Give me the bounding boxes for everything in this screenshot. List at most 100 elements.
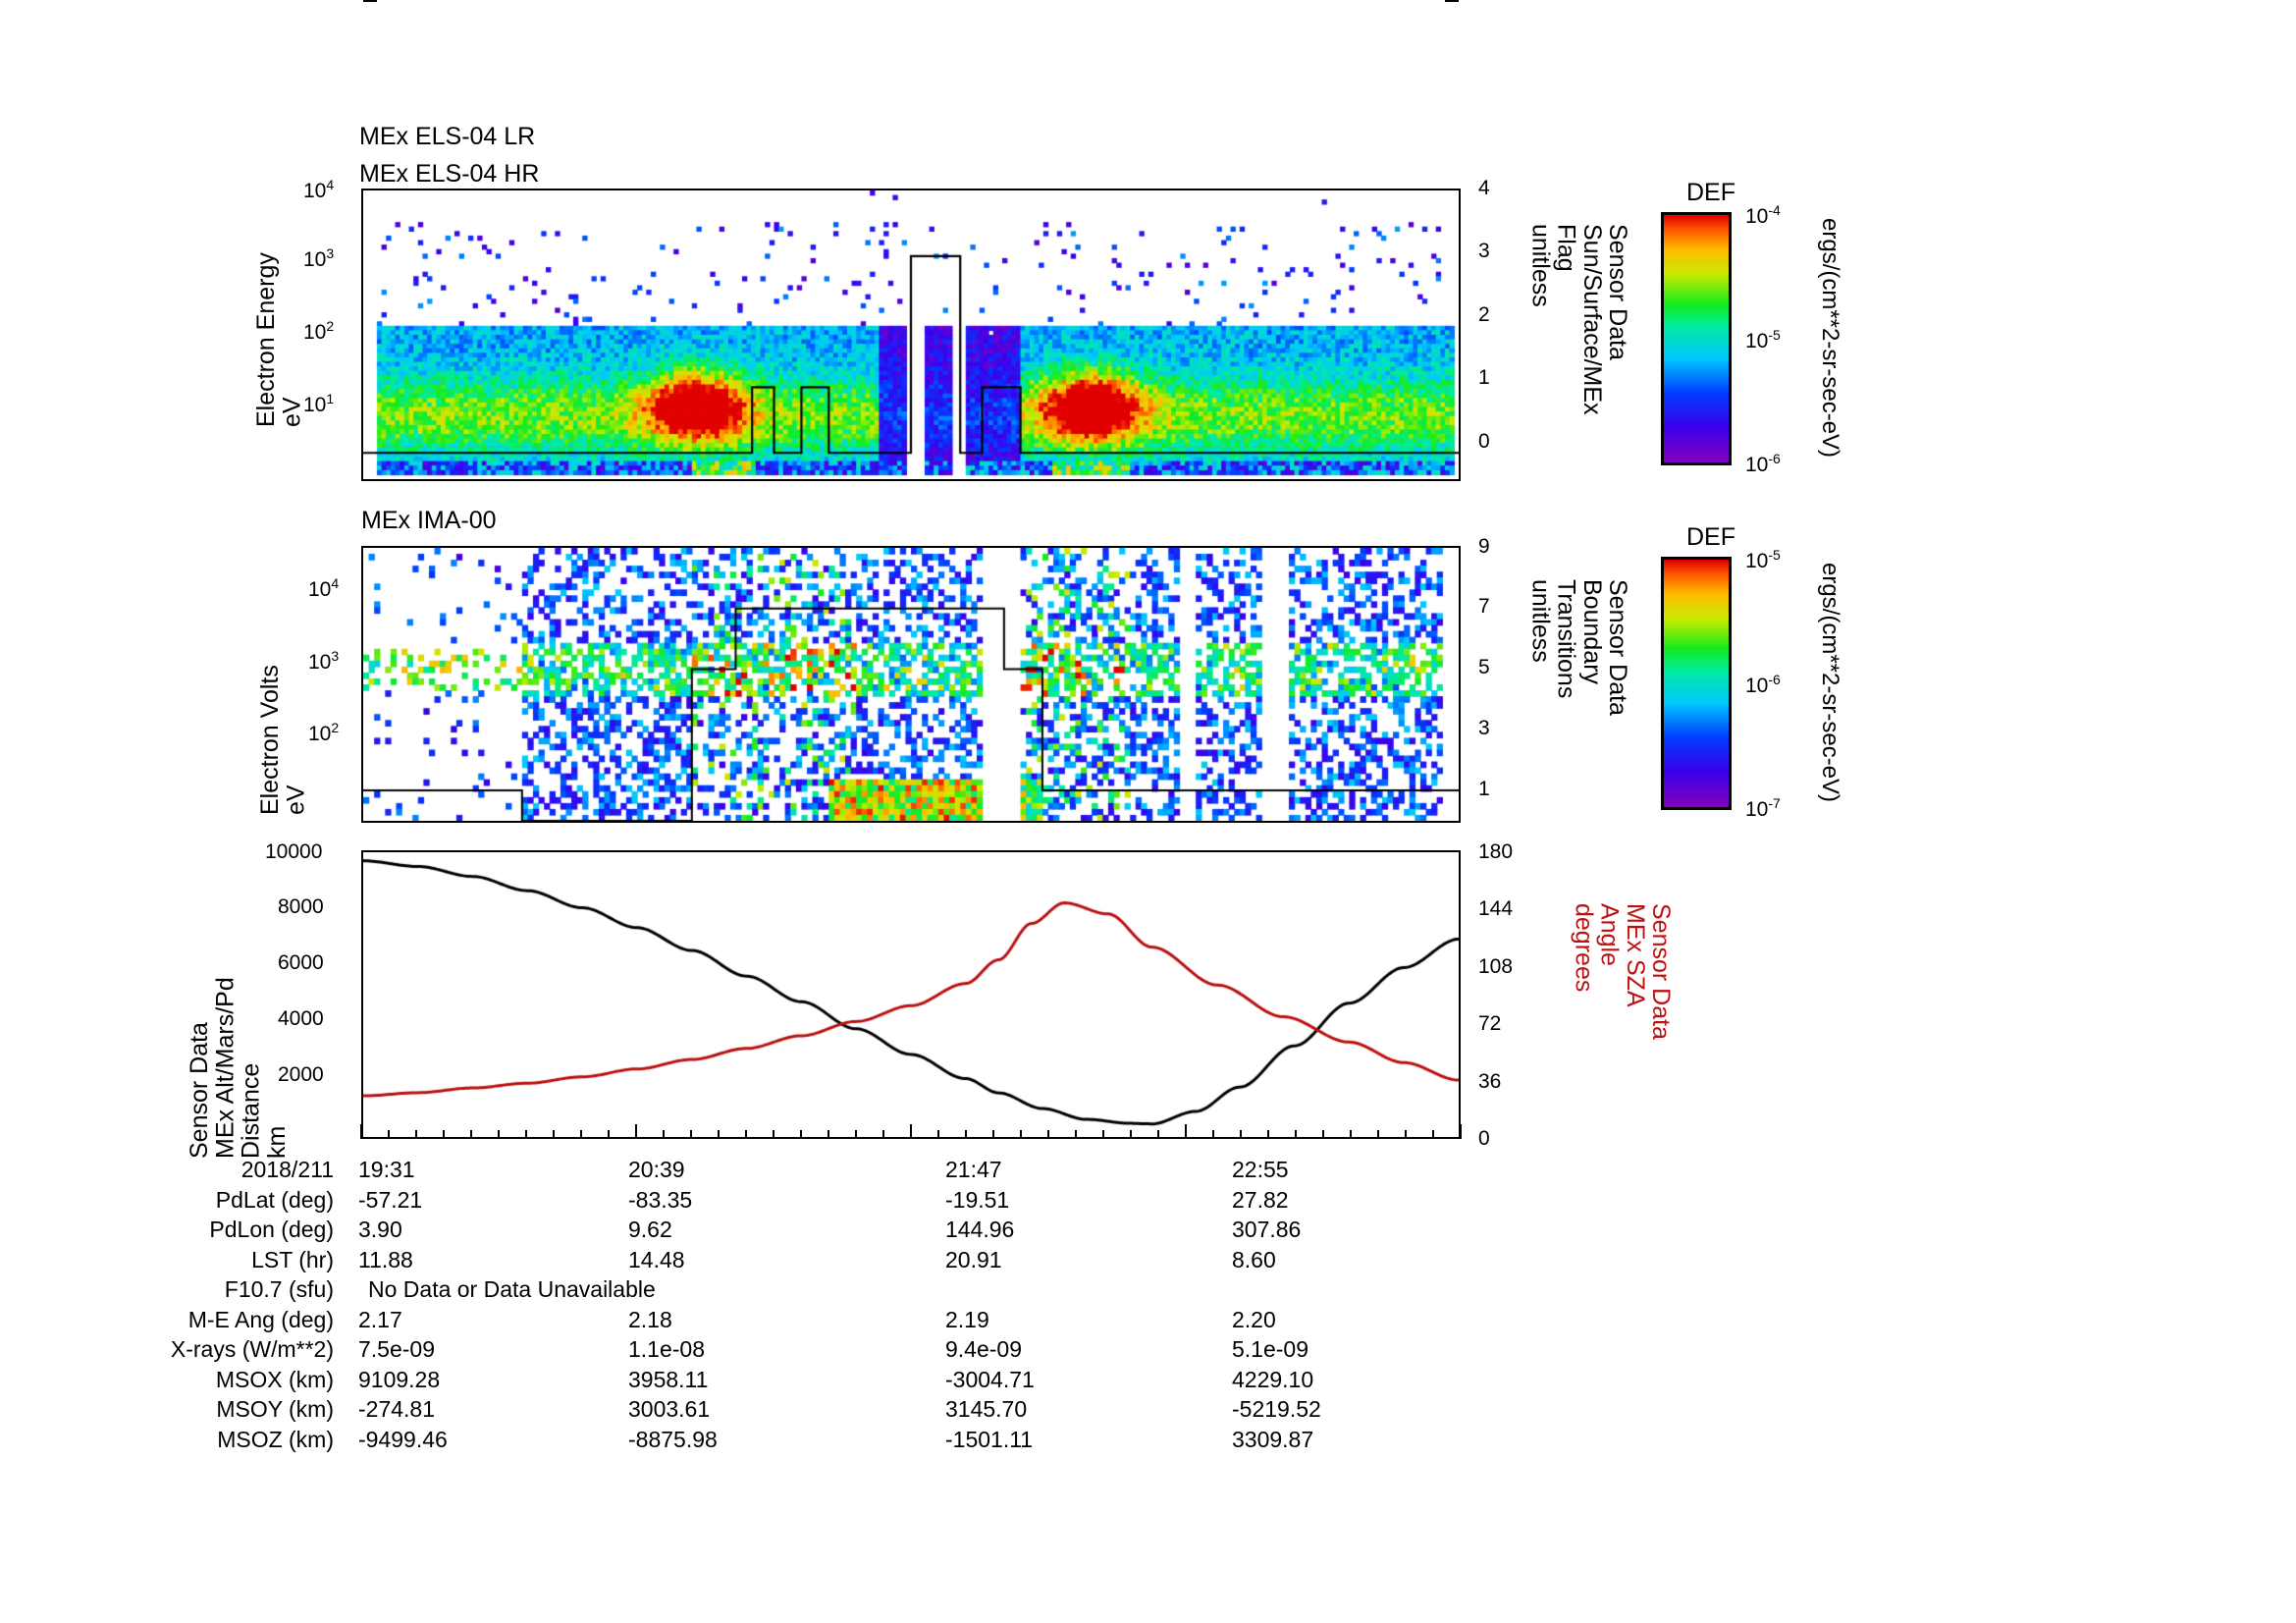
panel1-plot-area — [361, 189, 1461, 481]
time-axis-tick — [580, 1130, 582, 1139]
panel3-plot-area — [361, 850, 1461, 1139]
time-axis-tick — [773, 1130, 774, 1139]
colorbar1-tick-top: 10-4 — [1745, 202, 1781, 228]
table-cell: -57.21 — [358, 1186, 423, 1213]
table-row-label: F10.7 (sfu) — [224, 1276, 334, 1302]
colorbar1-title: DEF — [1686, 179, 1735, 206]
table-cell: 22:55 — [1232, 1157, 1289, 1182]
axis-tick — [363, 0, 377, 2]
table-cell: 4229.10 — [1232, 1366, 1314, 1392]
time-axis-tick — [1075, 1130, 1077, 1139]
colorbar2-tick-top: 10-5 — [1745, 547, 1781, 572]
panel2-right-axis-label: Sensor Data Boundary Transitions unitles… — [1526, 579, 1631, 716]
time-axis-tick — [1267, 1130, 1269, 1139]
time-axis-tick — [1185, 1124, 1187, 1139]
panel1-title-lr: MEx ELS-04 LR — [359, 123, 536, 150]
time-axis-tick — [388, 1130, 390, 1139]
time-axis-tick — [470, 1130, 472, 1139]
panel1-right-tick-1: 1 — [1478, 366, 1490, 389]
table-cell: 7.5e-09 — [358, 1336, 436, 1362]
time-axis-tick — [1240, 1130, 1242, 1139]
time-axis-tick — [855, 1130, 857, 1139]
table-cell: 5.1e-09 — [1232, 1336, 1309, 1362]
panel1-ytick-1e1: 101 — [303, 391, 335, 416]
table-row-label: MSOY (km) — [216, 1396, 334, 1422]
table-cell: 8.60 — [1232, 1246, 1276, 1272]
time-axis-tick — [415, 1130, 417, 1139]
table-cell: -8875.98 — [628, 1426, 718, 1452]
table-row-label: M-E Ang (deg) — [187, 1306, 334, 1332]
table-cell: 9.4e-09 — [945, 1336, 1023, 1362]
table-cell: 14.48 — [628, 1246, 685, 1272]
time-axis-tick — [1460, 1124, 1462, 1139]
axis-tick — [1445, 0, 1459, 2]
table-cell: 11.88 — [358, 1246, 413, 1272]
panel2-ytick-1e3: 103 — [308, 648, 340, 674]
panel2-plot-area — [361, 546, 1461, 823]
panel1-right-axis-label: Sensor Data Sun/Surface/MEx Flag unitles… — [1526, 224, 1631, 415]
time-axis-tick — [828, 1130, 829, 1139]
panel2-ytick-1e2: 102 — [308, 720, 340, 745]
panel2-left-axis-label: Electron Volts eV — [256, 665, 310, 815]
table-row-label: X-rays (W/m**2) — [170, 1336, 334, 1362]
time-axis-tick — [1377, 1130, 1379, 1139]
time-axis-tick — [1130, 1130, 1132, 1139]
panel1-ytick-1e4: 104 — [303, 177, 335, 202]
colorbar1-tick-mid: 10-5 — [1745, 327, 1781, 352]
table-cell: 3958.11 — [628, 1366, 709, 1392]
time-axis-tick — [1350, 1130, 1352, 1139]
time-axis-tick — [800, 1130, 802, 1139]
table-cell: -1501.11 — [945, 1426, 1034, 1452]
table-cell: 9.62 — [628, 1217, 672, 1242]
table-row-label: MSOX (km) — [215, 1366, 334, 1392]
panel3-right-tick-144: 144 — [1478, 897, 1514, 920]
colorbar2 — [1661, 557, 1732, 810]
time-axis-tick — [745, 1130, 747, 1139]
time-axis-tick — [498, 1130, 500, 1139]
panel1-right-tick-2: 2 — [1478, 303, 1490, 326]
time-axis-tick — [553, 1130, 555, 1139]
table-cell: 144.96 — [945, 1217, 1015, 1242]
panel2-right-tick-1: 1 — [1478, 778, 1490, 800]
panel2-title: MEx IMA-00 — [361, 507, 497, 534]
panel3-left-axis-label: Sensor Data MEx Alt/Mars/Pd Distance km — [186, 977, 291, 1159]
table-row-label: PdLon (deg) — [209, 1217, 334, 1242]
time-axis-tick — [1020, 1130, 1022, 1139]
time-axis-tick — [525, 1130, 527, 1139]
table-cell: -83.35 — [628, 1186, 693, 1213]
time-axis-tick — [1405, 1130, 1407, 1139]
table-cell: -5219.52 — [1232, 1396, 1321, 1422]
table-cell: No Data or Data Unavailable — [368, 1276, 656, 1302]
table-cell: -3004.71 — [945, 1366, 1035, 1392]
time-axis-tick — [992, 1130, 994, 1139]
table-cell: 3145.70 — [945, 1396, 1028, 1422]
time-axis-tick — [910, 1124, 912, 1139]
colorbar2-units-label: ergs/(cm**2-sr-sec-eV) — [1817, 563, 1844, 803]
time-axis-tick — [1432, 1130, 1434, 1139]
table-row-label: 2018/211 — [240, 1157, 334, 1182]
time-axis-tick — [965, 1130, 967, 1139]
time-axis-tick — [663, 1130, 665, 1139]
table-cell: -274.81 — [358, 1396, 436, 1422]
table-cell: 3.90 — [358, 1217, 402, 1242]
panel1-ytick-1e3: 103 — [303, 245, 335, 271]
time-axis-tick — [937, 1130, 939, 1139]
table-cell: 3309.87 — [1232, 1426, 1314, 1452]
table-cell: 27.82 — [1232, 1186, 1289, 1213]
table-cell: 2.18 — [628, 1306, 672, 1332]
panel3-right-tick-72: 72 — [1478, 1012, 1502, 1035]
colorbar1-units-label: ergs/(cm**2-sr-sec-eV) — [1817, 218, 1844, 459]
table-cell: -9499.46 — [358, 1426, 448, 1452]
panel2-ytick-1e4: 104 — [308, 575, 340, 601]
panel3-right-tick-180: 180 — [1478, 840, 1514, 863]
table-cell: 1.1e-08 — [628, 1336, 706, 1362]
panel3-ytick-8000: 8000 — [278, 895, 324, 918]
time-axis-tick — [882, 1130, 884, 1139]
panel3-ytick-10000: 10000 — [265, 840, 323, 863]
panel3-right-tick-0: 0 — [1478, 1127, 1490, 1150]
panel3-ytick-6000: 6000 — [278, 951, 324, 974]
panel1-title-hr: MEx ELS-04 HR — [359, 160, 540, 188]
colorbar1 — [1661, 212, 1732, 465]
time-axis-tick — [1212, 1130, 1214, 1139]
panel1-left-axis-label: Electron Energy eV — [252, 252, 306, 427]
